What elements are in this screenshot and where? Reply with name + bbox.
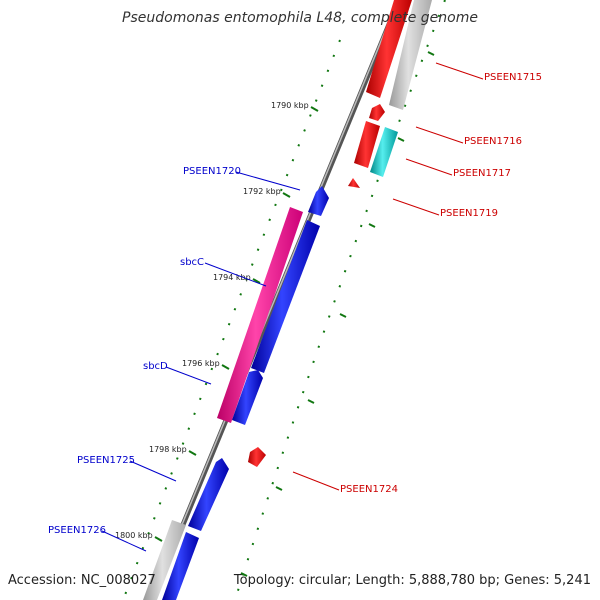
gene-pseen1715-gray-arrow[interactable] bbox=[389, 0, 432, 110]
gene-pseen1717-cyan-arrow[interactable] bbox=[370, 127, 398, 177]
gene-label-pseen1715[interactable]: PSEEN1715 bbox=[435, 62, 542, 83]
gene-pseen1726-arrow[interactable] bbox=[143, 520, 186, 600]
gene-label-pseen1716[interactable]: PSEEN1716 bbox=[415, 126, 522, 147]
svg-text:PSEEN1719: PSEEN1719 bbox=[440, 208, 498, 219]
gene-pseen1719-arrow[interactable] bbox=[348, 178, 360, 188]
gene-label-sbcd[interactable]: sbcD bbox=[143, 361, 212, 385]
gene-sbcc-forward-arrow[interactable] bbox=[251, 220, 320, 373]
kbp-tick: 1794 kbp bbox=[213, 273, 261, 284]
svg-text:PSEEN1725: PSEEN1725 bbox=[77, 455, 135, 466]
gene-label-sbcc[interactable]: sbcC bbox=[180, 257, 267, 287]
gene-label-pseen1726[interactable]: PSEEN1726 bbox=[48, 525, 147, 552]
map-title: Pseudomonas entomophila L48, complete ge… bbox=[122, 10, 478, 26]
gene-pseen1725-arrow[interactable] bbox=[188, 458, 229, 531]
kbp-tick: 1796 kbp bbox=[182, 359, 230, 370]
gene-label-pseen1719[interactable]: PSEEN1719 bbox=[392, 198, 498, 219]
gene-label-pseen1717[interactable]: PSEEN1717 bbox=[405, 158, 511, 179]
svg-text:sbcC: sbcC bbox=[180, 257, 204, 268]
outer-tick-track bbox=[124, 39, 341, 596]
gene-pseen1715-arrow[interactable] bbox=[366, 0, 412, 98]
gene-pseen1726-forward-arrow[interactable] bbox=[162, 532, 199, 600]
inner-tick-marks bbox=[240, 51, 435, 577]
svg-text:PSEEN1724: PSEEN1724 bbox=[340, 484, 398, 495]
kbp-tick-label: 1796 kbp bbox=[182, 359, 220, 368]
gene-label-pseen1720[interactable]: PSEEN1720 bbox=[183, 166, 301, 191]
gene-sbcc-arrow[interactable] bbox=[217, 207, 303, 423]
kbp-tick: 1792 kbp bbox=[243, 187, 291, 198]
kbp-tick: 1790 kbp bbox=[271, 101, 319, 112]
gene-sbcd-arrow[interactable] bbox=[232, 370, 263, 425]
kbp-tick-label: 1790 kbp bbox=[271, 101, 309, 110]
svg-text:PSEEN1720: PSEEN1720 bbox=[183, 166, 241, 177]
svg-text:PSEEN1715: PSEEN1715 bbox=[484, 72, 542, 83]
svg-text:PSEEN1716: PSEEN1716 bbox=[464, 136, 522, 147]
svg-text:PSEEN1726: PSEEN1726 bbox=[48, 525, 106, 536]
genome-summary-text: Topology: circular; Length: 5,888,780 bp… bbox=[233, 573, 591, 588]
kbp-tick-label: 1792 kbp bbox=[243, 187, 281, 196]
kbp-tick: 1800 kbp bbox=[115, 531, 163, 542]
accession-text: Accession: NC_008027 bbox=[8, 573, 156, 588]
gene-pseen1717-arrow[interactable] bbox=[354, 121, 380, 168]
kbp-tick-label: 1798 kbp bbox=[149, 445, 187, 454]
gene-pseen1724-arrow[interactable] bbox=[248, 447, 266, 467]
kbp-tick-label: 1800 kbp bbox=[115, 531, 153, 540]
kbp-tick: 1798 kbp bbox=[149, 445, 197, 456]
svg-text:sbcD: sbcD bbox=[143, 361, 168, 372]
gene-pseen1716-arrow[interactable] bbox=[369, 104, 385, 121]
svg-text:PSEEN1717: PSEEN1717 bbox=[453, 168, 511, 179]
gene-label-pseen1724[interactable]: PSEEN1724 bbox=[292, 471, 398, 495]
gene-pseen1720-arrow[interactable] bbox=[308, 186, 329, 216]
gene-label-pseen1725[interactable]: PSEEN1725 bbox=[77, 455, 177, 482]
kbp-tick-label: 1794 kbp bbox=[213, 273, 251, 282]
genome-backbone bbox=[149, 0, 402, 600]
